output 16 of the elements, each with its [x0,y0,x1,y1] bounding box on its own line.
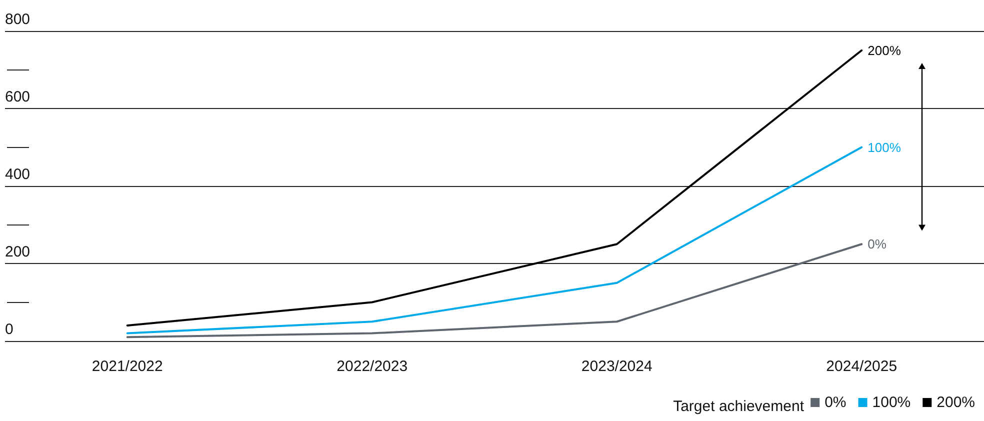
y-tick-label: 0 [5,321,14,338]
legend-title: Target achievement [673,398,804,415]
legend-label: 100% [872,394,911,411]
x-tick-label: 2022/2023 [336,358,408,375]
y-tick-label: 400 [5,166,30,183]
legend-label: 0% [824,394,846,411]
x-tick-label: 2023/2024 [581,358,652,375]
text: 100% [868,140,901,155]
x-tick-label: 2024/2025 [826,358,898,375]
y-tick-label: 600 [5,88,30,106]
y-tick-label: 200 [5,244,30,260]
text: 0% [868,236,886,252]
x-tick-label: 2021/2022 [92,358,163,375]
legend-label: 200% [936,394,976,411]
text: 200% [868,42,901,58]
y-tick-label: 800 [5,11,30,28]
